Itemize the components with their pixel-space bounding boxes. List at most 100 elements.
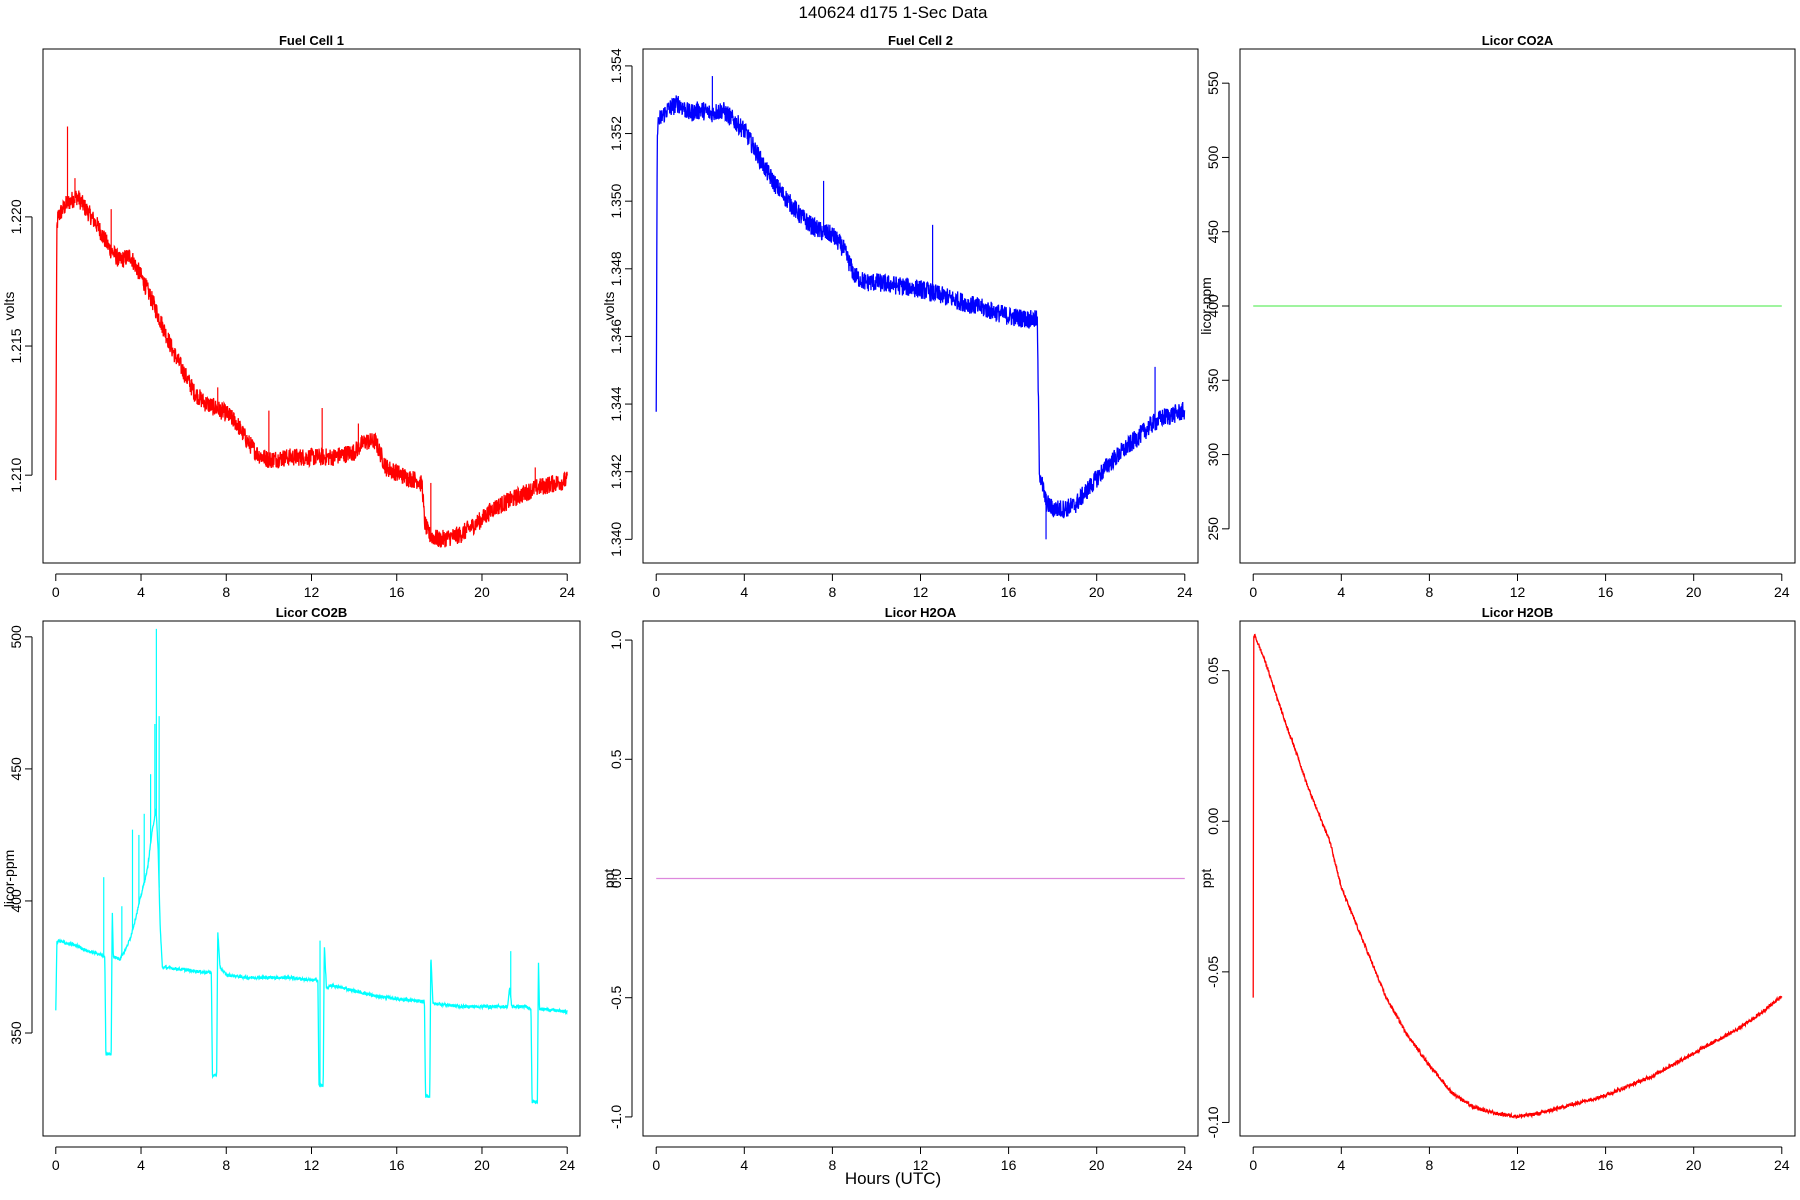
- series-line: [55, 190, 568, 548]
- panel-2: Fuel Cell 2 volts 0 4 8 12 16 20 24 1.340 1.342 1.3…: [601, 33, 1199, 600]
- plot-frame: [1239, 48, 1796, 564]
- plot-frame: [642, 48, 1199, 564]
- panel-3: Licor CO2A licor-ppm 0 4 8 12 16 20 24 250 300 350 4…: [1198, 33, 1796, 600]
- y-tick-label: 1.0: [608, 630, 624, 650]
- plot-frame: [42, 620, 581, 1137]
- y-tick-label: 0.0: [608, 869, 624, 889]
- y-tick-label: 1.220: [8, 199, 24, 234]
- x-tick-label: 0: [652, 1157, 660, 1173]
- y-tick-label: 1.340: [608, 522, 624, 557]
- y-tick-label: 1.210: [8, 457, 24, 492]
- y-axis-label: licor-ppm: [1, 850, 17, 908]
- y-axis-label: ppt: [1198, 869, 1214, 889]
- y-tick-label: -0.05: [1205, 956, 1221, 988]
- panel-title: Licor H2OB: [1482, 605, 1554, 620]
- x-tick-label: 16: [389, 1157, 405, 1173]
- x-tick-label: 20: [1686, 1157, 1702, 1173]
- y-tick-label: 450: [8, 757, 24, 781]
- plot-frame: [1239, 620, 1796, 1137]
- x-tick-label: 16: [1598, 1157, 1614, 1173]
- x-tick-label: 24: [1177, 1157, 1193, 1173]
- y-tick-label: 500: [1205, 146, 1221, 170]
- x-tick-label: 0: [52, 584, 60, 600]
- x-tick-label: 24: [1774, 1157, 1790, 1173]
- x-tick-label: 12: [1510, 1157, 1526, 1173]
- x-tick-label: 8: [222, 1157, 230, 1173]
- x-tick-label: 16: [1598, 584, 1614, 600]
- plot-frame: [642, 620, 1199, 1137]
- x-tick-label: 12: [304, 584, 320, 600]
- y-tick-label: -0.5: [608, 985, 624, 1009]
- y-axis-label: ppt: [601, 869, 617, 889]
- x-tick-label: 4: [137, 584, 145, 600]
- x-tick-label: 8: [1426, 584, 1434, 600]
- x-tick-label: 20: [474, 584, 490, 600]
- x-tick-label: 20: [474, 1157, 490, 1173]
- figure-x-axis-label: Hours (UTC): [845, 1169, 941, 1188]
- y-tick-label: 500: [8, 625, 24, 649]
- x-tick-label: 12: [913, 1157, 929, 1173]
- x-tick-label: 24: [559, 1157, 575, 1173]
- panels: Fuel Cell 1 volts 0 4 8 12 16 20 24 1.210 1.215 1.2…: [1, 33, 1796, 1173]
- x-tick-label: 20: [1089, 584, 1105, 600]
- y-axis-label: volts: [1, 292, 17, 321]
- y-tick-label: 300: [1205, 443, 1221, 467]
- x-tick-label: 12: [304, 1157, 320, 1173]
- x-tick-label: 12: [913, 584, 929, 600]
- panel-title: Fuel Cell 2: [888, 33, 953, 48]
- y-axis-label: licor-ppm: [1198, 277, 1214, 335]
- y-tick-label: 1.348: [608, 251, 624, 286]
- x-tick-label: 4: [740, 584, 748, 600]
- x-tick-label: 4: [1337, 1157, 1345, 1173]
- series-line: [1252, 633, 1783, 1120]
- y-tick-label: 1.215: [8, 328, 24, 363]
- y-tick-label: 350: [8, 1021, 24, 1045]
- y-tick-label: 1.352: [608, 116, 624, 151]
- y-tick-label: 1.342: [608, 454, 624, 489]
- x-tick-label: 4: [137, 1157, 145, 1173]
- y-tick-label: 0.05: [1205, 657, 1221, 684]
- plot-frame: [42, 48, 581, 564]
- x-tick-label: 12: [1510, 584, 1526, 600]
- x-tick-label: 16: [389, 584, 405, 600]
- y-tick-label: -0.10: [1205, 1106, 1221, 1138]
- y-tick-label: -1.0: [608, 1105, 624, 1129]
- y-tick-label: 1.346: [608, 319, 624, 354]
- panel-title: Licor H2OA: [885, 605, 957, 620]
- y-tick-label: 1.344: [608, 386, 624, 421]
- x-tick-label: 0: [652, 584, 660, 600]
- x-tick-label: 16: [1001, 1157, 1017, 1173]
- series-line: [55, 808, 568, 1105]
- x-tick-label: 4: [740, 1157, 748, 1173]
- y-tick-label: 1.354: [608, 48, 624, 83]
- y-tick-label: 250: [1205, 517, 1221, 541]
- y-tick-label: 450: [1205, 220, 1221, 244]
- x-tick-label: 24: [1774, 584, 1790, 600]
- panel-1: Fuel Cell 1 volts 0 4 8 12 16 20 24 1.210 1.215 1.2…: [1, 33, 581, 600]
- panel-title: Licor CO2A: [1482, 33, 1554, 48]
- x-tick-label: 8: [829, 1157, 837, 1173]
- x-tick-label: 0: [1249, 584, 1257, 600]
- x-tick-label: 24: [559, 584, 575, 600]
- panel-title: Licor CO2B: [276, 605, 348, 620]
- panel-6: Licor H2OB ppt 0 4 8 12 16 20 24 -0.10 -0.05 0.00 0.…: [1198, 605, 1796, 1173]
- panel-5: Licor H2OA ppt 0 4 8 12 16 20 24 -1.0 -0.5 0.0 0.5 1.…: [601, 605, 1199, 1173]
- y-tick-label: 400: [1205, 294, 1221, 318]
- figure-title: 140624 d175 1-Sec Data: [798, 3, 988, 22]
- y-tick-label: 400: [8, 889, 24, 913]
- panel-4: Licor CO2B licor-ppm 0 4 8 12 16 20 24 350 400 450 5…: [1, 605, 581, 1173]
- y-tick-label: 550: [1205, 71, 1221, 95]
- series-line: [655, 95, 1186, 519]
- y-tick-label: 1.350: [608, 183, 624, 218]
- x-tick-label: 20: [1686, 584, 1702, 600]
- x-tick-label: 24: [1177, 584, 1193, 600]
- x-tick-label: 8: [222, 584, 230, 600]
- x-tick-label: 4: [1337, 584, 1345, 600]
- y-axis-label: volts: [601, 292, 617, 321]
- x-tick-label: 20: [1089, 1157, 1105, 1173]
- y-tick-label: 350: [1205, 368, 1221, 392]
- x-tick-label: 0: [52, 1157, 60, 1173]
- y-tick-label: 0.00: [1205, 807, 1221, 834]
- x-tick-label: 16: [1001, 584, 1017, 600]
